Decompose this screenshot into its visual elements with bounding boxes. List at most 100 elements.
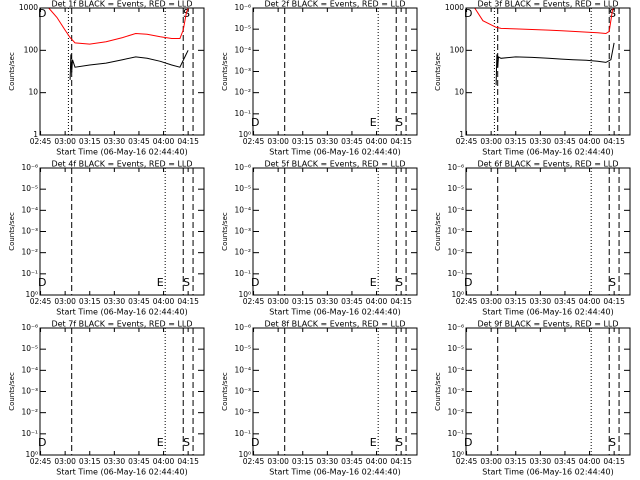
y-tick-label: 10⁻⁴ bbox=[447, 365, 464, 374]
plot-area bbox=[47, 8, 189, 80]
y-axis-label: Counts/sec bbox=[434, 212, 442, 251]
x-tick-label: 04:15 bbox=[390, 297, 412, 306]
x-tick-label: 04:15 bbox=[603, 297, 625, 306]
x-axis-label: Start Time (06-May-16 02:44:40) bbox=[482, 148, 613, 157]
annotation: S bbox=[396, 276, 403, 289]
y-tick-label: 1000 bbox=[19, 3, 38, 12]
annotation: S bbox=[609, 7, 616, 20]
x-tick-label: 03:30 bbox=[530, 297, 552, 306]
annotation: D bbox=[38, 7, 46, 20]
x-tick-label: 02:45 bbox=[30, 457, 52, 466]
y-tick-label: 10⁻⁶ bbox=[21, 163, 38, 172]
y-tick-label: 10⁻⁶ bbox=[234, 3, 251, 12]
panel-title: Det 6f BLACK = Events, RED = LLD bbox=[477, 160, 618, 169]
x-axis-label: Start Time (06-May-16 02:44:40) bbox=[56, 308, 187, 317]
panel: Det 1f BLACK = Events, RED = LLD Start Ti… bbox=[8, 0, 205, 157]
x-axis-label: Start Time (06-May-16 02:44:40) bbox=[269, 468, 400, 477]
x-tick-label: 03:30 bbox=[104, 297, 126, 306]
y-tick-label: 10⁻² bbox=[21, 408, 38, 417]
y-axis-label: Counts/sec bbox=[8, 52, 16, 91]
y-tick-label: 10⁻⁶ bbox=[447, 163, 464, 172]
y-tick-label: 10⁻² bbox=[447, 248, 464, 257]
y-tick-label: 1000 bbox=[445, 3, 464, 12]
plot-frame bbox=[252, 7, 418, 136]
y-tick-label: 10⁻⁶ bbox=[234, 163, 251, 172]
x-tick-label: 03:15 bbox=[505, 297, 527, 306]
panel: Det 7f BLACK = Events, RED = LLD Start Ti… bbox=[8, 320, 205, 477]
panel: Det 9f BLACK = Events, RED = LLD Start Ti… bbox=[434, 320, 631, 477]
x-tick-label: 03:15 bbox=[505, 457, 527, 466]
panel-title: Det 8f BLACK = Events, RED = LLD bbox=[264, 320, 405, 329]
x-tick-label: 03:45 bbox=[341, 137, 363, 146]
series-line bbox=[69, 50, 189, 80]
x-tick-label: 03:00 bbox=[54, 457, 76, 466]
annotation: S bbox=[609, 436, 616, 449]
y-tick-label: 10⁰ bbox=[238, 290, 251, 299]
y-axis-label: Counts/sec bbox=[221, 212, 229, 251]
y-tick-label: 10⁻¹ bbox=[234, 109, 251, 118]
x-tick-label: 03:00 bbox=[267, 137, 289, 146]
y-tick-label: 10⁰ bbox=[451, 450, 464, 459]
y-tick-label: 10⁰ bbox=[238, 130, 251, 139]
panel: Det 5f BLACK = Events, RED = LLD Start Ti… bbox=[221, 160, 418, 317]
x-tick-label: 04:15 bbox=[603, 457, 625, 466]
y-tick-label: 10⁻⁴ bbox=[447, 205, 464, 214]
annotation: E bbox=[157, 436, 164, 449]
x-axis-label: Start Time (06-May-16 02:44:40) bbox=[56, 468, 187, 477]
y-tick-label: 10⁻¹ bbox=[447, 429, 464, 438]
x-tick-label: 03:45 bbox=[554, 137, 576, 146]
x-tick-label: 02:45 bbox=[456, 457, 478, 466]
x-tick-label: 04:00 bbox=[366, 137, 388, 146]
y-tick-label: 1 bbox=[33, 130, 38, 139]
panel-title: Det 7f BLACK = Events, RED = LLD bbox=[51, 320, 192, 329]
y-tick-label: 10⁻³ bbox=[234, 227, 251, 236]
x-tick-label: 03:45 bbox=[554, 297, 576, 306]
x-tick-label: 04:15 bbox=[177, 137, 199, 146]
x-tick-label: 02:45 bbox=[243, 137, 265, 146]
x-tick-label: 04:15 bbox=[177, 457, 199, 466]
annotation: E bbox=[370, 436, 377, 449]
annotation: E bbox=[370, 116, 377, 129]
x-tick-label: 03:30 bbox=[317, 457, 339, 466]
x-tick-label: 03:15 bbox=[79, 297, 101, 306]
x-tick-label: 04:00 bbox=[366, 457, 388, 466]
x-tick-label: 03:45 bbox=[341, 297, 363, 306]
y-tick-label: 10⁰ bbox=[25, 290, 38, 299]
panel-title: Det 5f BLACK = Events, RED = LLD bbox=[264, 160, 405, 169]
plot-frame bbox=[465, 7, 631, 136]
x-axis-label: Start Time (06-May-16 02:44:40) bbox=[269, 148, 400, 157]
x-tick-label: 02:45 bbox=[30, 297, 52, 306]
panel-title: Det 1f BLACK = Events, RED = LLD bbox=[51, 0, 192, 9]
x-tick-label: 02:45 bbox=[456, 297, 478, 306]
y-tick-label: 10⁻³ bbox=[447, 387, 464, 396]
x-tick-label: 03:45 bbox=[554, 457, 576, 466]
panel: Det 3f BLACK = Events, RED = LLD Start Ti… bbox=[434, 0, 631, 157]
annotation: S bbox=[609, 276, 616, 289]
y-tick-label: 10⁻¹ bbox=[234, 429, 251, 438]
x-tick-label: 04:15 bbox=[177, 297, 199, 306]
x-tick-label: 03:00 bbox=[267, 297, 289, 306]
x-tick-label: 03:45 bbox=[341, 457, 363, 466]
x-tick-label: 04:00 bbox=[579, 137, 601, 146]
panel: Det 6f BLACK = Events, RED = LLD Start Ti… bbox=[434, 160, 631, 317]
annotation: D bbox=[251, 116, 259, 129]
x-tick-label: 03:15 bbox=[292, 457, 314, 466]
y-tick-label: 10⁰ bbox=[238, 450, 251, 459]
y-axis-label: Counts/sec bbox=[8, 212, 16, 251]
x-tick-label: 03:00 bbox=[480, 457, 502, 466]
y-tick-label: 10⁻⁶ bbox=[234, 323, 251, 332]
annotation: E bbox=[370, 276, 377, 289]
x-tick-label: 03:30 bbox=[530, 457, 552, 466]
x-tick-label: 02:45 bbox=[243, 297, 265, 306]
y-tick-label: 10⁻² bbox=[234, 408, 251, 417]
panel-title: Det 4f BLACK = Events, RED = LLD bbox=[51, 160, 192, 169]
x-tick-label: 02:45 bbox=[243, 457, 265, 466]
plot-frame bbox=[39, 327, 205, 456]
annotation: S bbox=[183, 276, 190, 289]
x-tick-label: 03:30 bbox=[104, 137, 126, 146]
x-tick-label: 03:15 bbox=[505, 137, 527, 146]
x-tick-label: 04:00 bbox=[579, 297, 601, 306]
x-tick-label: 04:15 bbox=[603, 137, 625, 146]
annotation: D bbox=[464, 7, 472, 20]
